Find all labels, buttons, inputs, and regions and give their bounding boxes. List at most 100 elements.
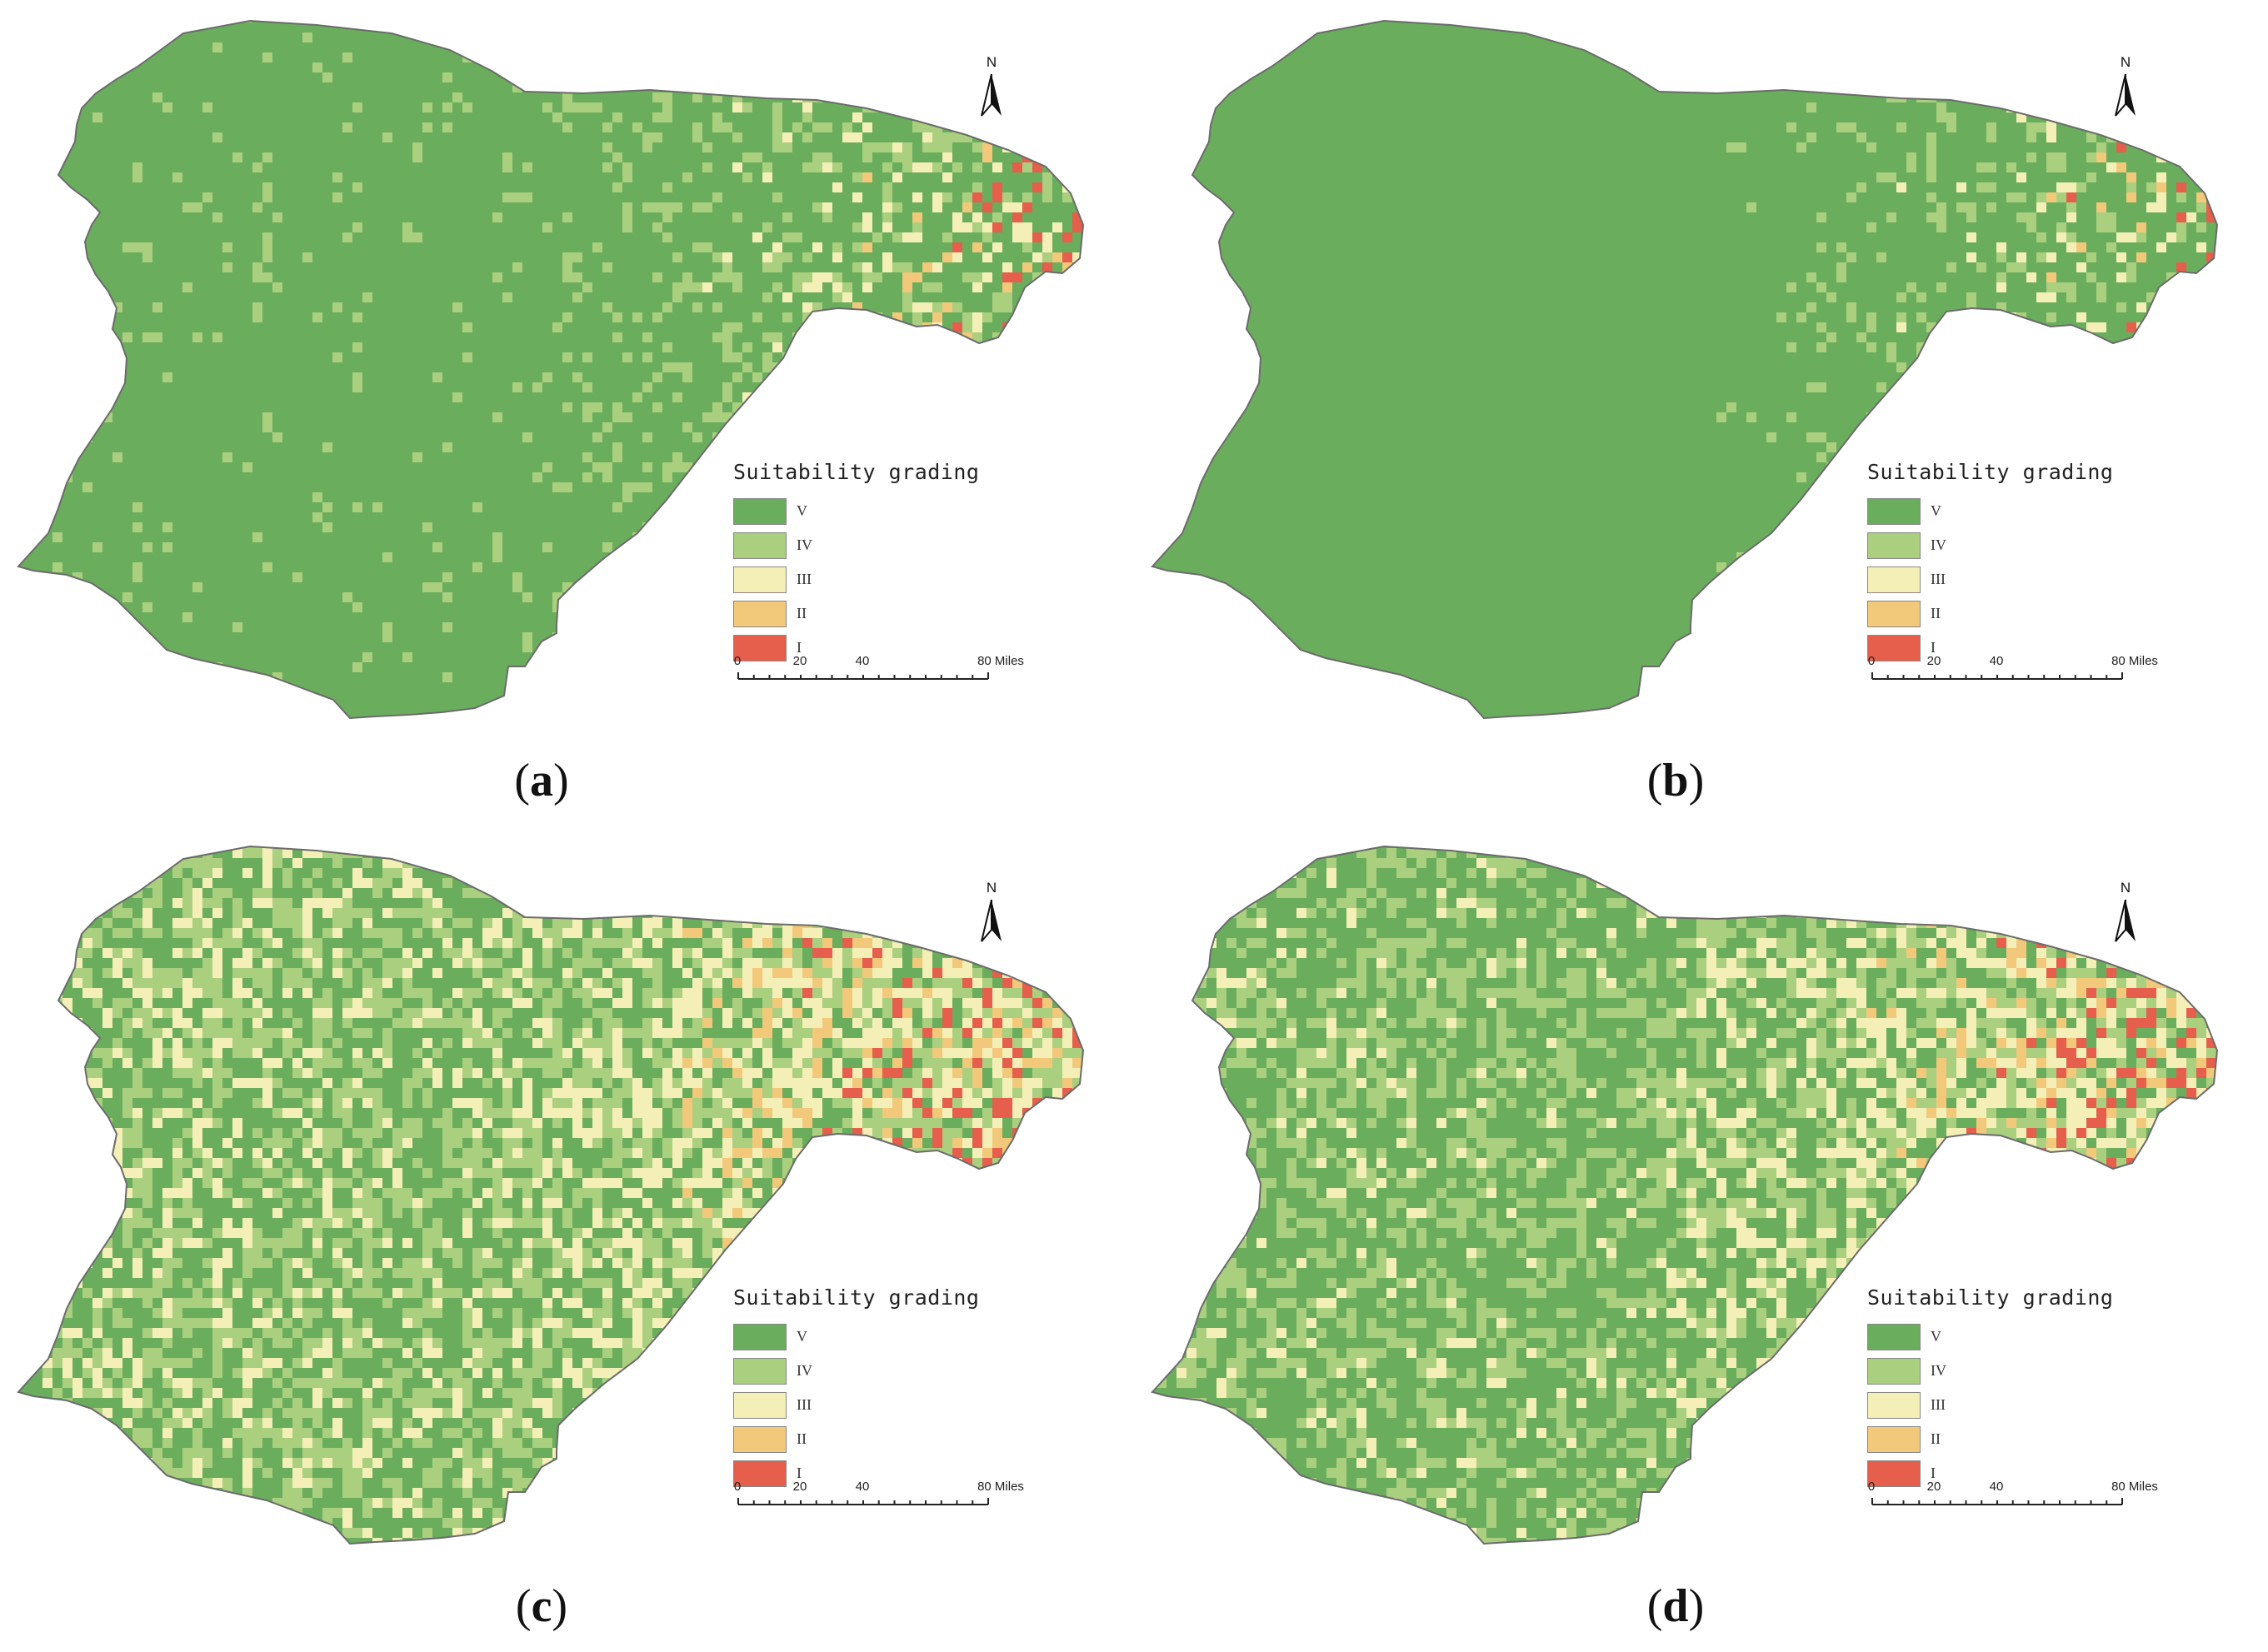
- raster-cell-grade-I: [1022, 62, 1032, 72]
- raster-cell-grade-IV: [782, 372, 792, 382]
- raster-cell-grade-IV: [512, 988, 522, 998]
- raster-cell-grade-III: [472, 1068, 482, 1078]
- raster-cell-grade-IV: [862, 998, 872, 1008]
- raster-cell-grade-II: [752, 858, 762, 868]
- raster-cell-grade-IV: [1996, 372, 2006, 382]
- raster-cell-grade-IV: [492, 978, 502, 988]
- raster-cell-grade-II: [1062, 282, 1072, 292]
- raster-cell-grade-III: [932, 988, 942, 998]
- raster-cell-grade-IV: [2146, 182, 2156, 192]
- raster-cell-grade-III: [852, 382, 862, 392]
- raster-cell-grade-IV: [412, 988, 422, 998]
- raster-cell-grade-IV: [1726, 402, 1736, 412]
- raster-cell-grade-IV: [1806, 502, 1816, 512]
- raster-cell-grade-IV: [232, 938, 242, 948]
- raster-cell-grade-I: [1052, 452, 1062, 462]
- raster-cell-grade-IV: [642, 462, 652, 472]
- raster-cell-grade-IV: [892, 1118, 902, 1128]
- raster-cell-grade-III: [132, 988, 142, 998]
- raster-cell-grade-IV: [442, 948, 452, 958]
- raster-cell-grade-III: [862, 878, 872, 888]
- raster-cell-grade-I: [1082, 62, 1083, 72]
- raster-cell-grade-I: [1052, 102, 1062, 112]
- raster-cell-grade-IV: [302, 1138, 312, 1148]
- raster-cell-grade-IV: [2156, 92, 2166, 102]
- raster-cell-grade-III: [2116, 252, 2126, 262]
- raster-cell-grade-II: [742, 888, 752, 898]
- raster-cell-grade-III: [352, 1078, 362, 1088]
- raster-cell-grade-III: [52, 1148, 62, 1158]
- raster-cell-grade-IV: [932, 888, 942, 898]
- raster-cell-grade-III: [862, 21, 872, 22]
- raster-cell-grade-IV: [1976, 162, 1986, 172]
- raster-cell-grade-IV: [492, 542, 502, 552]
- raster-cell-grade-IV: [882, 868, 892, 878]
- raster-cell-grade-IV: [1716, 562, 1726, 572]
- raster-cell-grade-IV: [932, 1198, 942, 1208]
- raster-cell-grade-III: [952, 362, 962, 372]
- raster-cell-grade-IV: [722, 1038, 732, 1048]
- raster-cell-grade-IV: [462, 1188, 472, 1198]
- raster-cell-grade-IV: [672, 602, 682, 612]
- raster-cell-grade-III: [772, 82, 782, 92]
- raster-cell-grade-IV: [812, 958, 822, 968]
- raster-cell-grade-I: [992, 1148, 1002, 1158]
- raster-cell-grade-III: [1012, 878, 1022, 888]
- raster-cell-grade-III: [882, 1198, 892, 1208]
- raster-cell-grade-IV: [662, 998, 672, 1008]
- raster-cell-grade-II: [722, 1128, 732, 1138]
- raster-cell-grade-IV: [882, 918, 892, 928]
- raster-cell-grade-III: [2216, 462, 2217, 472]
- raster-cell-grade-IV: [132, 1158, 142, 1168]
- raster-cell-grade-IV: [212, 42, 222, 52]
- raster-cell-grade-III: [812, 1198, 822, 1208]
- raster-cell-grade-III: [542, 868, 552, 878]
- raster-cell-grade-IV: [1816, 322, 1826, 332]
- raster-cell-grade-IV: [842, 52, 852, 62]
- raster-cell-grade-III: [2096, 82, 2106, 92]
- raster-cell-grade-III: [2096, 32, 2106, 42]
- suitability-map-a: [17, 19, 1085, 720]
- raster-cell-grade-IV: [922, 332, 932, 342]
- raster-cell-grade-IV: [672, 282, 682, 292]
- raster-cell-grade-III: [742, 978, 752, 988]
- raster-cell-grade-III: [482, 938, 492, 948]
- raster-cell-grade-IV: [42, 102, 52, 112]
- raster-cell-grade-III: [692, 978, 702, 988]
- raster-cell-grade-IV: [482, 878, 492, 888]
- raster-cell-grade-III: [212, 1188, 222, 1198]
- raster-cell-grade-IV: [602, 1028, 612, 1038]
- raster-cell-grade-III: [1032, 1158, 1042, 1168]
- raster-cell-grade-III: [572, 858, 582, 868]
- raster-cell-grade-IV: [382, 1008, 392, 1018]
- raster-cell-grade-IV: [292, 978, 302, 988]
- raster-cell-grade-I: [1022, 132, 1032, 142]
- raster-cell-grade-IV: [2176, 432, 2186, 442]
- raster-cell-grade-IV: [1816, 212, 1826, 222]
- raster-cell-grade-IV: [2006, 52, 2016, 62]
- raster-cell-grade-IV: [712, 868, 722, 878]
- raster-cell-grade-IV: [952, 162, 962, 172]
- raster-cell-grade-IV: [372, 1008, 382, 1018]
- raster-cell-grade-IV: [852, 222, 862, 232]
- raster-cell-grade-III: [912, 232, 922, 242]
- raster-cell-grade-IV: [282, 878, 292, 888]
- raster-cell-grade-III: [382, 858, 392, 868]
- raster-cell-grade-III: [1012, 572, 1022, 582]
- raster-cell-grade-IV: [912, 222, 922, 232]
- raster-cell-grade-I: [1072, 452, 1082, 462]
- raster-cell-grade-IV: [522, 162, 532, 172]
- raster-cell-grade-I: [942, 1098, 952, 1108]
- raster-cell-grade-III: [802, 908, 812, 918]
- raster-cell-grade-III: [1062, 562, 1072, 572]
- raster-cell-grade-III: [32, 1118, 42, 1128]
- raster-cell-grade-IV: [2106, 122, 2116, 132]
- raster-cell-grade-III: [2196, 592, 2206, 602]
- raster-cell-grade-IV: [932, 1058, 942, 1068]
- raster-cell-grade-IV: [502, 1138, 512, 1148]
- raster-cell-grade-II: [682, 1058, 692, 1068]
- raster-cell-grade-I: [1062, 958, 1072, 968]
- raster-cell-grade-IV: [722, 652, 732, 662]
- raster-cell-grade-IV: [282, 1178, 292, 1188]
- raster-cell-grade-IV: [432, 1188, 442, 1198]
